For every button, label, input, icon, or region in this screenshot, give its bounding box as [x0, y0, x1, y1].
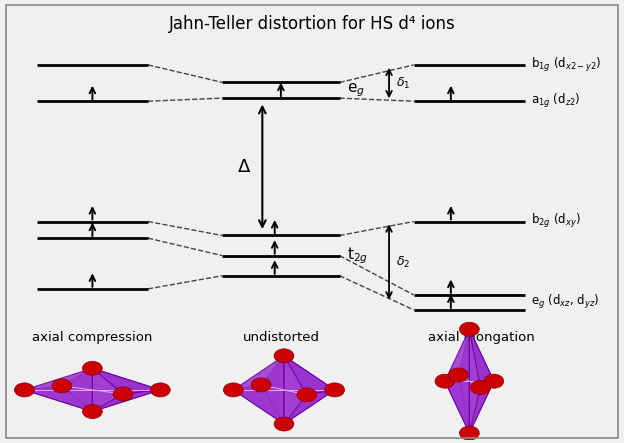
- Polygon shape: [459, 329, 469, 433]
- Circle shape: [223, 383, 243, 397]
- Polygon shape: [24, 368, 92, 412]
- Text: e$_g$: e$_g$: [347, 82, 365, 99]
- Text: $\delta_2$: $\delta_2$: [396, 254, 411, 269]
- Polygon shape: [233, 356, 284, 424]
- Circle shape: [113, 387, 133, 401]
- Circle shape: [449, 368, 468, 382]
- Circle shape: [435, 374, 455, 388]
- Circle shape: [484, 374, 504, 388]
- Polygon shape: [24, 386, 92, 412]
- Circle shape: [251, 378, 271, 392]
- Text: axial elongation: axial elongation: [428, 331, 535, 344]
- Text: Jahn-Teller distortion for HS d⁴ ions: Jahn-Teller distortion for HS d⁴ ions: [168, 15, 455, 33]
- Circle shape: [82, 404, 102, 419]
- Polygon shape: [284, 390, 334, 424]
- Polygon shape: [92, 390, 160, 412]
- Polygon shape: [445, 375, 469, 433]
- Circle shape: [297, 388, 316, 402]
- Polygon shape: [284, 356, 334, 395]
- Text: b$_{2g}$ (d$_{xy}$): b$_{2g}$ (d$_{xy}$): [531, 213, 581, 230]
- Polygon shape: [469, 381, 494, 433]
- Text: axial compression: axial compression: [32, 331, 153, 344]
- Polygon shape: [92, 368, 160, 412]
- Polygon shape: [445, 329, 469, 433]
- Circle shape: [52, 379, 72, 393]
- Circle shape: [470, 381, 490, 394]
- Circle shape: [14, 383, 34, 397]
- Polygon shape: [233, 385, 284, 424]
- Circle shape: [274, 349, 294, 363]
- Circle shape: [324, 383, 344, 397]
- Polygon shape: [62, 368, 92, 412]
- Polygon shape: [469, 329, 494, 433]
- Circle shape: [82, 361, 102, 375]
- Polygon shape: [284, 356, 334, 424]
- Polygon shape: [92, 368, 160, 394]
- Circle shape: [459, 426, 479, 440]
- Circle shape: [274, 417, 294, 431]
- Text: t$_{2g}$: t$_{2g}$: [347, 245, 368, 266]
- Text: $\delta_1$: $\delta_1$: [396, 75, 411, 91]
- Polygon shape: [469, 329, 494, 387]
- Text: undistorted: undistorted: [242, 331, 319, 344]
- Circle shape: [150, 383, 170, 397]
- Text: b$_{1g}$ (d$_{x2-y2}$): b$_{1g}$ (d$_{x2-y2}$): [531, 56, 602, 74]
- Text: $\Delta$: $\Delta$: [236, 158, 251, 176]
- Text: a$_{1g}$ (d$_{z2}$): a$_{1g}$ (d$_{z2}$): [531, 92, 581, 110]
- Polygon shape: [261, 356, 284, 424]
- Circle shape: [459, 322, 479, 336]
- Text: e$_g$ (d$_{xz}$, d$_{yz}$): e$_g$ (d$_{xz}$, d$_{yz}$): [531, 293, 600, 311]
